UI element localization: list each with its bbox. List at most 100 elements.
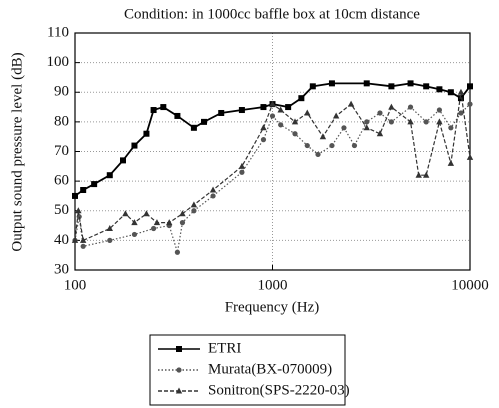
y-tick-label: 90 [54,84,69,100]
series-line [74,103,471,253]
marker [351,142,358,149]
marker [269,100,276,107]
marker [457,95,464,102]
marker [218,109,225,116]
marker [176,346,182,352]
marker [292,131,298,137]
marker [71,236,79,243]
marker [407,80,414,87]
marker [79,236,87,243]
marker [458,110,464,116]
marker [131,142,138,149]
y-axis-label: Output sound pressure level (dB) [9,52,25,251]
marker [260,104,267,111]
marker [190,124,197,131]
marker [309,83,316,90]
marker [80,243,86,249]
chart-title: Condition: in 1000cc baffle box at 10cm … [124,6,420,22]
marker [80,187,87,194]
marker [347,100,355,107]
legend-label: Sonitron(SPS-2220-03) [208,382,350,398]
marker [210,193,216,199]
marker [388,119,395,125]
marker [436,118,443,125]
marker [422,171,430,178]
marker [319,133,327,140]
y-tick-label: 110 [47,24,69,40]
marker [201,118,208,125]
marker [190,201,198,208]
marker [191,208,197,214]
marker [467,83,473,90]
marker [160,104,167,111]
marker [377,110,383,116]
marker [72,192,78,199]
marker [448,125,454,131]
marker [122,210,129,217]
marker [423,119,429,125]
y-tick-label: 100 [47,54,70,70]
marker [179,210,186,217]
marker [260,137,267,143]
marker [363,124,370,131]
marker [131,231,138,238]
marker [457,88,465,95]
marker [291,118,299,125]
marker [328,80,335,87]
marker [467,101,473,107]
marker [179,220,186,226]
marker [363,80,370,87]
marker [150,107,157,114]
marker [341,125,347,131]
x-tick-label: 1000 [258,277,288,293]
marker [304,142,310,149]
marker [447,89,454,96]
marker [75,207,82,214]
marker [332,112,340,119]
marker [143,210,150,217]
y-tick-label: 60 [54,173,69,189]
marker [174,112,181,119]
marker [329,142,335,149]
marker [166,219,173,226]
marker [91,181,98,188]
plot-frame [74,32,471,271]
y-tick-label: 30 [54,261,69,277]
y-tick-label: 50 [54,202,69,218]
marker [423,83,430,90]
marker [106,225,113,232]
marker [150,225,157,232]
marker [260,124,267,131]
marker [175,387,183,394]
x-axis-label: Frequency (Hz) [225,299,320,315]
marker [388,103,395,110]
marker [315,151,321,158]
marker [436,86,443,93]
marker [176,367,182,373]
marker [143,130,150,137]
y-tick-label: 80 [54,113,69,129]
marker [436,107,443,113]
marker [120,157,127,164]
marker [107,237,113,243]
marker [239,169,245,175]
marker [388,83,395,90]
marker [407,118,414,125]
marker [131,219,138,226]
marker [285,104,292,111]
marker [304,109,311,116]
marker [278,122,284,128]
marker [298,95,305,102]
marker [153,219,161,226]
marker [407,104,414,110]
marker [174,249,181,255]
series-line [74,82,471,197]
x-tick-label: 100 [64,277,87,293]
x-tick-label: 10000 [451,277,489,293]
marker [238,107,245,114]
marker [209,186,217,193]
y-tick-label: 40 [54,232,69,248]
marker [415,171,422,178]
marker [277,106,284,113]
